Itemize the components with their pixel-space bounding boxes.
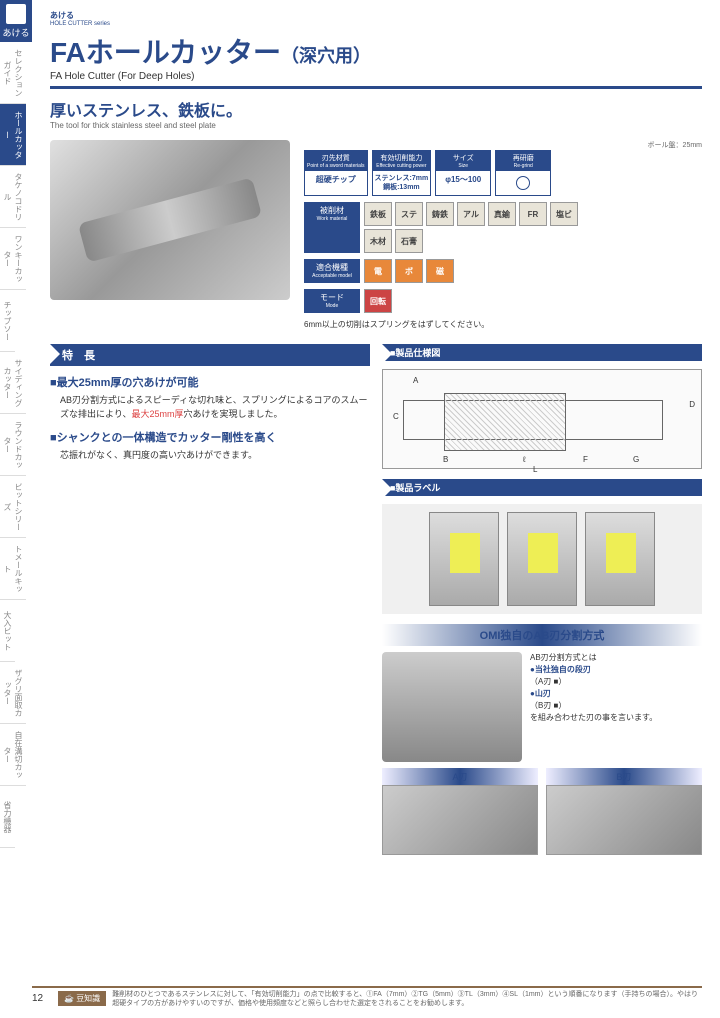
nav-tab[interactable]: ザグリ面取カッター	[0, 662, 26, 724]
material-chip: 鋳鉄	[426, 202, 454, 226]
sidebar-nav: あける セレクションガイドホールカッタータケノコドリルワンキーカッターチップソー…	[0, 0, 32, 980]
model-chip: 電	[364, 259, 392, 283]
series-logo: あける	[0, 0, 32, 42]
nav-tab[interactable]: ホールカッター	[0, 104, 26, 166]
material-chip: 木材	[364, 229, 392, 253]
page-footer: 12 ☕ 豆知識 難削材のひとつであるステンレスに対して、「有効切削能力」の点で…	[32, 986, 702, 1008]
feat1-text: AB刃分割方式によるスピーディな切れ味と、スプリングによるコアのスムーズな排出に…	[50, 394, 370, 421]
nav-tab[interactable]: 大入ビット	[0, 600, 15, 662]
tagline-en: The tool for thick stainless steel and s…	[50, 121, 702, 130]
product-label-image	[382, 504, 702, 614]
feat2-head: ■シャンクとの一体構造でカッター剛性を高く	[50, 429, 370, 445]
tip-text: 難削材のひとつであるステンレスに対して、「有効切削能力」の点で比較すると、①FA…	[112, 990, 702, 1008]
nav-tab[interactable]: サイディングカッター	[0, 352, 26, 414]
nav-tab[interactable]: 省力機器	[0, 786, 15, 848]
diagram-head: ■製品仕様図	[382, 344, 702, 361]
material-chip: FR	[519, 202, 547, 226]
material-chip: 真鍮	[488, 202, 516, 226]
model-chip: 磁	[426, 259, 454, 283]
spec-box: 有効切削能力Effective cutting powerステンレス:7mm鋼板…	[372, 150, 432, 196]
material-chip: アル	[457, 202, 485, 226]
blade-b: B刃	[546, 768, 702, 855]
nav-tab[interactable]: ワンキーカッター	[0, 228, 26, 290]
ab-cutter-image	[382, 652, 522, 762]
nav-tab[interactable]: タケノコドリル	[0, 166, 26, 228]
mode-label: モードMode	[304, 289, 360, 313]
model-chip: ボ	[395, 259, 423, 283]
spec-box: 再研磨Re-grind	[495, 150, 551, 196]
main-content: あける HOLE CUTTER series FAホールカッター（深穴用） FA…	[32, 0, 720, 865]
header-series: HOLE CUTTER series	[50, 21, 702, 27]
page-title: FAホールカッター（深穴用）	[50, 31, 702, 71]
header-jp: あける	[50, 10, 702, 21]
material-chip: 石膏	[395, 229, 423, 253]
workmat-label: 被削材Work material	[304, 202, 360, 253]
product-image	[50, 140, 290, 300]
logo-jp: あける	[2, 26, 30, 39]
ab-text: AB刃分割方式とは ●当社独自の段刃 （A刃 ■） ●山刃 （B刃 ■） を組み…	[530, 652, 702, 762]
page-number: 12	[32, 993, 52, 1004]
mode-chip: 回転	[364, 289, 392, 313]
material-chip: 鉄板	[364, 202, 392, 226]
feat2-text: 芯振れがなく、真円度の高い穴あけができます。	[50, 449, 370, 463]
blade-a: A刃	[382, 768, 538, 855]
tip-badge: ☕ 豆知識	[58, 991, 106, 1006]
spec-diagram: C B ℓ F G L D A	[382, 369, 702, 469]
feat1-head: ■最大25mm厚の穴あけが可能	[50, 374, 370, 390]
nav-tab[interactable]: チップソー	[0, 290, 15, 352]
spec-box: サイズSizeφ15〜100	[435, 150, 491, 196]
features-head: 特 長	[50, 344, 370, 366]
spec-box: 刃先材質Point of a sword materials超硬チップ	[304, 150, 368, 196]
material-chip: ステ	[395, 202, 423, 226]
title-en: FA Hole Cutter (For Deep Holes)	[50, 71, 702, 89]
nav-tab[interactable]: セレクションガイド	[0, 42, 26, 104]
spec-note: ボール盤：25mm	[304, 140, 702, 150]
model-label: 適合機種Acceptable model	[304, 259, 360, 283]
spec-footnote: 6mm以上の切削はスプリングをはずしてください。	[304, 319, 702, 330]
specs-panel: ボール盤：25mm 刃先材質Point of a sword materials…	[304, 140, 702, 330]
nav-tab[interactable]: トメールキット	[0, 538, 26, 600]
material-chip: 塩ビ	[550, 202, 578, 226]
nav-tab[interactable]: ビットシリーズ	[0, 476, 26, 538]
label-head: ■製品ラベル	[382, 479, 702, 496]
nav-tab[interactable]: 自在溝切カッター	[0, 724, 26, 786]
ab-head: OMI独自のAB刃分割方式	[382, 624, 702, 646]
tagline: 厚いステンレス、鉄板に。	[50, 97, 702, 121]
nav-tab[interactable]: ラウンドカッター	[0, 414, 26, 476]
